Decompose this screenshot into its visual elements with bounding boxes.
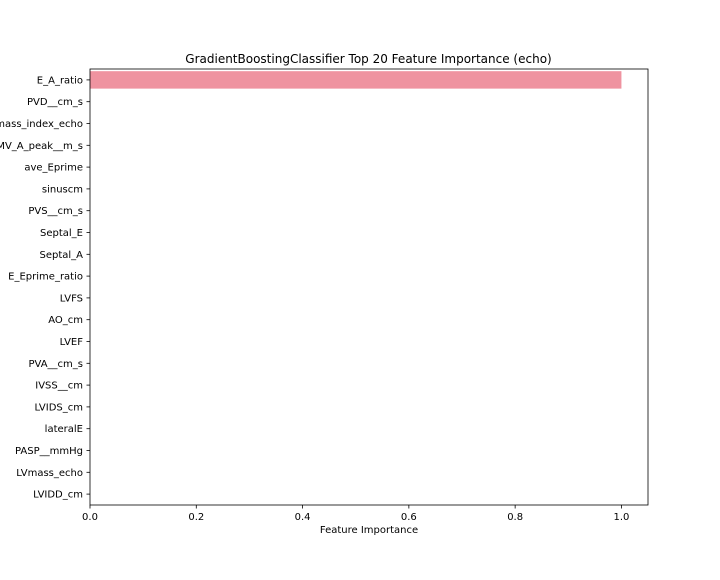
y-axis: E_A_ratio PVD__cm_s LVmass_index_echo MV_A_… <box>0 75 90 501</box>
y-tick-label: sinuscm <box>42 184 83 195</box>
y-tick-label: Septal_A <box>39 250 83 261</box>
bar-E_A_ratio <box>90 71 622 89</box>
y-tick-label: IVSS__cm <box>35 381 83 392</box>
x-tick-label: 1.0 <box>613 512 629 523</box>
y-tick-label: PVA__cm_s <box>28 359 83 370</box>
y-tick-label: LVIDS_cm <box>34 402 83 413</box>
y-tick-label: PVD__cm_s <box>27 97 83 108</box>
y-tick-label: LVmass_echo <box>16 468 83 479</box>
y-tick-label: AO_cm <box>48 315 83 326</box>
x-tick-label: 0.2 <box>188 512 204 523</box>
y-tick-label: LVIDD_cm <box>33 490 83 501</box>
plot-frame <box>89 68 649 506</box>
y-tick-label: E_Eprime_ratio <box>8 272 83 283</box>
x-tick-label: 0.8 <box>507 512 523 523</box>
y-tick-label: ave_Eprime <box>24 163 83 174</box>
chart-title: GradientBoostingClassifier Top 20 Featur… <box>185 52 551 66</box>
y-tick-label: PASP__mmHg <box>15 446 83 457</box>
y-tick-label: LVEF <box>60 337 84 348</box>
x-axis: 0.0 0.2 0.4 0.6 0.8 1.0 <box>82 505 629 523</box>
y-tick-label: E_A_ratio <box>37 75 83 86</box>
x-tick-label: 0.0 <box>82 512 98 523</box>
y-tick-label: Septal_E <box>40 228 83 239</box>
x-tick-label: 0.6 <box>401 512 417 523</box>
x-tick-label: 0.4 <box>295 512 311 523</box>
bars-group <box>90 71 622 89</box>
x-axis-label: Feature Importance <box>320 525 418 536</box>
y-tick-label: PVS__cm_s <box>28 206 83 217</box>
y-tick-label: lateralE <box>45 424 83 435</box>
y-tick-label: MV_A_peak__m_s <box>0 141 83 152</box>
y-tick-label: LVFS <box>60 293 83 304</box>
y-tick-label: LVmass_index_echo <box>0 119 83 130</box>
